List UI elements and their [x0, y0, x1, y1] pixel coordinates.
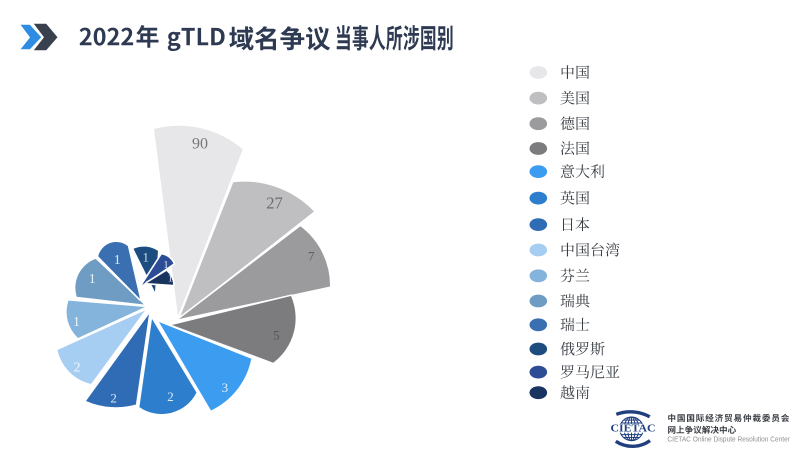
- svg-text:90: 90: [192, 135, 208, 152]
- svg-text:7: 7: [308, 248, 315, 263]
- svg-text:2: 2: [110, 390, 117, 405]
- svg-text:1: 1: [73, 314, 80, 329]
- svg-text:CIETAC Online Dispute Resoluti: CIETAC Online Dispute Resolution Center: [667, 436, 790, 443]
- svg-text:1: 1: [163, 259, 169, 271]
- svg-text:1: 1: [143, 251, 149, 265]
- svg-text:1: 1: [89, 272, 96, 287]
- svg-text:5: 5: [273, 328, 280, 343]
- svg-text:1: 1: [114, 253, 121, 268]
- svg-text:2: 2: [74, 361, 81, 376]
- svg-text:3: 3: [222, 380, 229, 395]
- svg-text:1: 1: [168, 273, 174, 285]
- svg-text:CIETAC: CIETAC: [611, 422, 656, 434]
- svg-text:2: 2: [167, 389, 174, 404]
- svg-text:27: 27: [266, 194, 283, 213]
